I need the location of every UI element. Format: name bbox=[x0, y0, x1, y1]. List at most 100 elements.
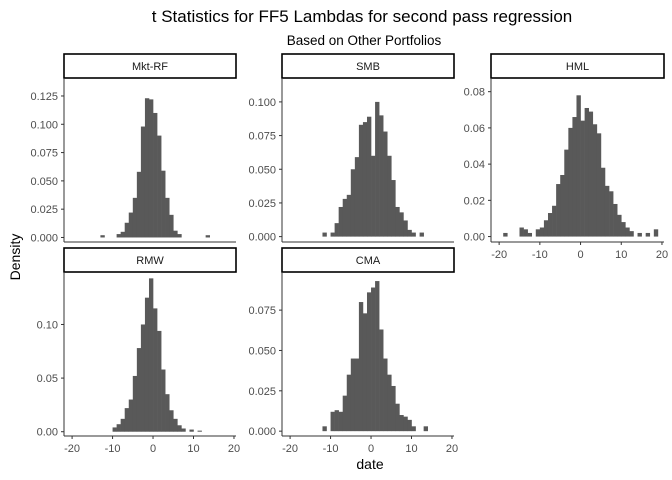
bar-hml bbox=[592, 124, 598, 237]
x-tick-label-hml: 20 bbox=[656, 249, 668, 261]
bar-hml bbox=[604, 185, 610, 237]
bar-smb bbox=[338, 206, 344, 237]
bar-hml bbox=[596, 133, 602, 237]
bar-mkt-rf bbox=[120, 231, 126, 238]
y-tick-label-cma: 0.075 bbox=[248, 305, 276, 317]
bar-hml bbox=[552, 205, 557, 237]
bar-hml bbox=[576, 95, 581, 237]
bar-hml bbox=[519, 227, 524, 237]
bar-cma bbox=[358, 302, 364, 432]
bar-rmw bbox=[116, 424, 121, 432]
bar-cma bbox=[334, 410, 339, 432]
bar-hml bbox=[580, 120, 585, 237]
bar-mkt-rf bbox=[144, 98, 150, 238]
bar-hml bbox=[653, 229, 659, 237]
bar-smb bbox=[350, 169, 356, 237]
bar-smb bbox=[419, 232, 424, 237]
bar-rmw bbox=[165, 394, 170, 432]
bar-smb bbox=[375, 101, 380, 237]
y-tick-label-mkt-rf: 0.075 bbox=[30, 148, 58, 160]
bar-smb bbox=[387, 155, 392, 237]
bar-smb bbox=[371, 155, 376, 237]
panels-group: Mkt-RF0.0000.0250.0500.0750.1000.125SMB0… bbox=[30, 53, 668, 455]
bar-hml bbox=[572, 117, 577, 237]
strip-label-mkt-rf: Mkt-RF bbox=[132, 61, 168, 73]
strip-rmw bbox=[63, 247, 237, 273]
bar-mkt-rf bbox=[124, 222, 130, 238]
y-tick-label-rmw: 0.00 bbox=[37, 427, 58, 439]
x-tick-label-cma: -10 bbox=[323, 443, 339, 455]
y-tick-label-smb: 0.100 bbox=[248, 97, 276, 109]
x-tick-label-hml: -20 bbox=[491, 249, 507, 261]
bar-hml bbox=[539, 227, 545, 237]
panel-hml: HML 0.00 0.02 0.04 0.06 0.08 -20 -10 0 10 20 bbox=[464, 53, 668, 261]
bar-cma bbox=[395, 403, 400, 432]
panel-mkt-rf: Mkt-RF 0.000 0.025 0.050 0.075 0.100 0.125 bbox=[30, 53, 237, 244]
bar-cma bbox=[322, 426, 327, 432]
bar-cma bbox=[423, 426, 428, 432]
bar-rmw bbox=[128, 399, 134, 432]
bar-smb bbox=[358, 124, 364, 237]
x-tick-label-rmw: 0 bbox=[150, 443, 156, 455]
bar-cma bbox=[346, 374, 352, 432]
bar-rmw bbox=[132, 375, 138, 432]
bar-rmw bbox=[157, 330, 162, 432]
bar-hml bbox=[645, 232, 651, 237]
bar-hml bbox=[637, 232, 642, 237]
bar-smb bbox=[366, 116, 372, 237]
bar-cma bbox=[379, 329, 384, 432]
x-tick-label-cma: 10 bbox=[405, 443, 417, 455]
bar-cma bbox=[387, 374, 392, 432]
y-tick-label-mkt-rf: 0.050 bbox=[30, 176, 58, 188]
bar-hml bbox=[560, 174, 565, 237]
bar-hml bbox=[588, 111, 594, 237]
y-tick-label-mkt-rf: 0.125 bbox=[30, 91, 58, 103]
bar-hml bbox=[621, 222, 626, 237]
bar-cma bbox=[391, 385, 396, 432]
bar-smb bbox=[403, 220, 408, 237]
bar-smb bbox=[379, 115, 384, 237]
bar-mkt-rf bbox=[177, 234, 182, 238]
bar-smb bbox=[391, 180, 396, 237]
bar-hml bbox=[568, 127, 573, 237]
bar-smb bbox=[322, 232, 327, 237]
bar-rmw bbox=[177, 425, 182, 432]
y-tick-label-rmw: 0.05 bbox=[37, 373, 58, 385]
strip-label-hml: HML bbox=[566, 61, 589, 73]
bar-rmw bbox=[161, 369, 166, 432]
bar-hml bbox=[535, 229, 541, 237]
bar-rmw bbox=[153, 308, 158, 432]
x-tick-label-hml: -10 bbox=[532, 249, 548, 261]
bar-mkt-rf bbox=[136, 171, 142, 238]
bar-hml bbox=[600, 167, 606, 237]
bar-rmw bbox=[173, 418, 178, 432]
bar-mkt-rf bbox=[100, 235, 105, 238]
bar-mkt-rf bbox=[140, 126, 146, 238]
bar-mkt-rf bbox=[157, 135, 162, 238]
bar-cma bbox=[383, 358, 388, 432]
x-tick-label-hml: 0 bbox=[577, 249, 583, 261]
strip-cma bbox=[281, 247, 455, 273]
y-tick-label-rmw: 0.10 bbox=[37, 319, 58, 331]
bar-rmw bbox=[124, 408, 130, 432]
bar-hml bbox=[584, 107, 589, 237]
y-tick-label-mkt-rf: 0.025 bbox=[30, 204, 58, 216]
bar-mkt-rf bbox=[165, 197, 170, 238]
panel-rmw: RMW 0.00 0.05 0.10 -20 -10 0 10 20 bbox=[37, 247, 240, 455]
chart-title: t Statistics for FF5 Lambdas for second … bbox=[152, 7, 572, 26]
bar-hml bbox=[543, 220, 549, 237]
bar-rmw bbox=[197, 430, 202, 432]
y-tick-label-hml: 0.00 bbox=[464, 232, 485, 244]
strip-label-smb: SMB bbox=[356, 61, 380, 73]
bar-mkt-rf bbox=[128, 212, 134, 238]
bar-hml bbox=[613, 203, 618, 237]
bar-hml bbox=[564, 149, 569, 237]
y-tick-label-cma: 0.025 bbox=[248, 386, 276, 398]
x-tick-label-rmw: -10 bbox=[105, 443, 121, 455]
bar-rmw bbox=[148, 278, 154, 432]
x-tick-label-cma: 20 bbox=[446, 443, 458, 455]
bar-cma bbox=[338, 411, 344, 432]
y-tick-label-hml: 0.04 bbox=[464, 159, 485, 171]
y-tick-label-mkt-rf: 0.100 bbox=[30, 119, 58, 131]
y-tick-label-cma: 0.000 bbox=[248, 426, 276, 438]
